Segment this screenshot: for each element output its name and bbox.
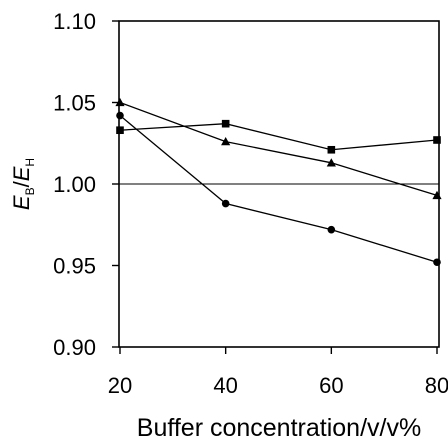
x-tick-label: 40 <box>213 373 237 398</box>
data-point-circle <box>116 111 124 120</box>
series-line-circle <box>119 115 438 263</box>
x-tick-label: 20 <box>108 373 132 398</box>
data-point-triangle <box>221 137 231 146</box>
data-point-circle <box>433 258 441 267</box>
x-axis-title: Buffer concentration/v/v% <box>137 414 421 442</box>
data-point-triangle <box>432 190 442 200</box>
series-line-triangle <box>119 101 438 197</box>
y-tick-label: 1.00 <box>53 172 96 197</box>
data-point-square <box>221 119 230 128</box>
y-tick-label: 0.95 <box>53 254 96 279</box>
data-point-triangle <box>326 158 336 167</box>
data-point-triangle <box>115 97 125 107</box>
y-tick-label: 0.90 <box>53 335 96 360</box>
y-tick-label: 1.05 <box>53 91 96 116</box>
data-point-square <box>433 136 441 144</box>
y-axis-title: EB/EH <box>9 158 37 210</box>
data-point-circle <box>221 199 230 208</box>
x-tick-label: 60 <box>319 373 343 398</box>
data-point-square <box>327 145 336 154</box>
data-point-square <box>116 126 124 135</box>
data-point-circle <box>327 225 336 234</box>
y-tick-label: 1.10 <box>53 9 96 34</box>
series-line-square <box>119 123 438 151</box>
x-tick-label: 80 <box>425 373 448 398</box>
